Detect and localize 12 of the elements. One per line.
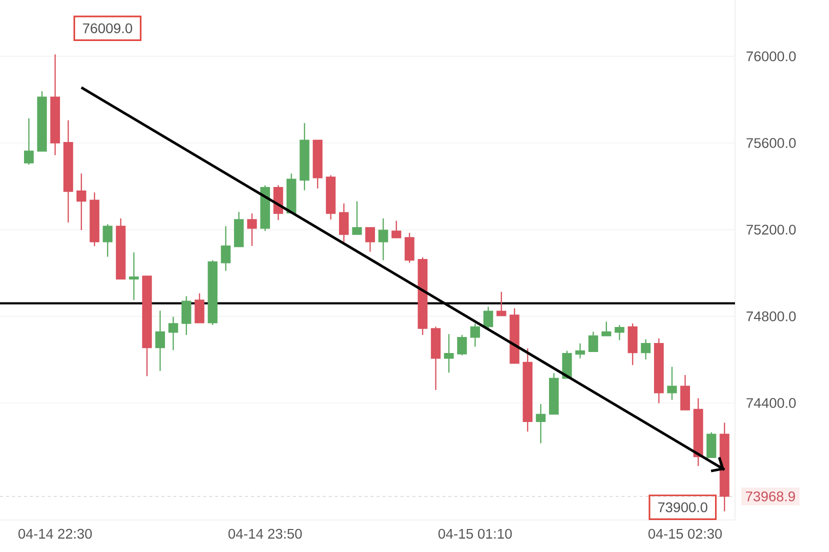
y-tick-label: 74800.0	[746, 311, 796, 322]
x-tick-label: 04-15 01:10	[438, 528, 512, 539]
annotation: 76009.0	[82, 23, 132, 34]
y-tick-label: 74400.0	[746, 398, 796, 408]
y-tick-label: 76000.0	[746, 51, 796, 62]
ref-line-label: 73968.9	[746, 491, 795, 502]
annotation: 73900.0	[658, 502, 708, 512]
y-tick-label: 75600.0	[746, 138, 796, 148]
x-tick-label: 04-14 23:50	[228, 528, 302, 539]
y-tick-label: 75200.0	[746, 224, 796, 235]
x-tick-label: 04-14 22:30	[18, 528, 92, 539]
x-tick-label: 04-15 02:30	[648, 528, 722, 539]
